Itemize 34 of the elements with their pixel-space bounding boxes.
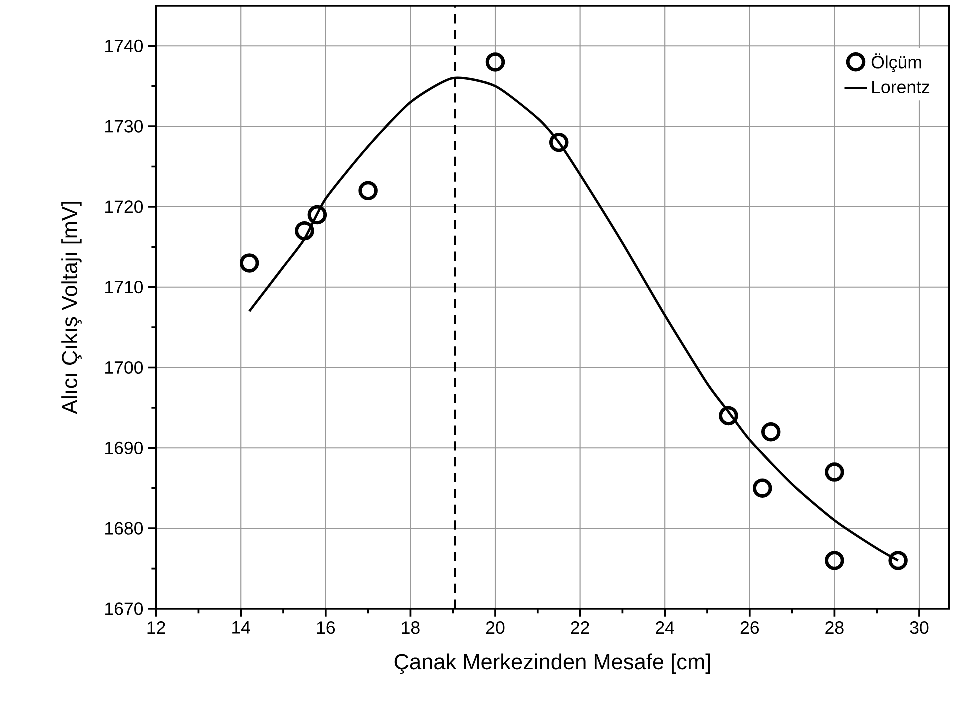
x-tick-label: 30 <box>910 622 929 634</box>
x-tick-label: 28 <box>826 622 844 634</box>
y-tick-label: 1670 <box>106 602 144 616</box>
point <box>549 133 569 152</box>
point <box>295 222 314 241</box>
x-tick-label: 12 <box>148 622 166 634</box>
point <box>825 551 844 570</box>
point <box>888 551 908 570</box>
legend-label: Ölçüm <box>872 54 922 72</box>
x-tick-label: 20 <box>486 622 505 634</box>
y-tick-label: 1730 <box>106 120 144 133</box>
y-tick-label: 1690 <box>106 442 144 455</box>
point <box>825 462 844 482</box>
point <box>308 205 328 225</box>
y-tick-label: 1720 <box>106 200 144 214</box>
x-tick-label: 26 <box>740 622 760 634</box>
y-tick-label: 1740 <box>106 40 144 53</box>
point <box>358 181 378 201</box>
y-axis-title: Alıcı Çıkış Voltajı [mV] <box>62 202 82 414</box>
point <box>719 406 738 426</box>
x-axis-title: Çanak Merkezinden Mesafe [cm] <box>394 654 710 674</box>
x-tick-label: 18 <box>402 622 420 634</box>
x-tick-label: 14 <box>232 622 250 634</box>
point <box>761 422 781 442</box>
y-tick-label: 1700 <box>106 362 144 374</box>
legend-label: Lorentz <box>872 81 930 94</box>
y-tick-label: 1710 <box>106 281 144 294</box>
point <box>486 52 506 72</box>
x-tick-label: 22 <box>571 622 590 634</box>
x-tick-label: 16 <box>317 622 336 634</box>
point <box>752 478 772 498</box>
y-tick-label: 1680 <box>106 522 144 535</box>
x-tick-label: 24 <box>656 622 674 634</box>
point <box>240 254 260 273</box>
